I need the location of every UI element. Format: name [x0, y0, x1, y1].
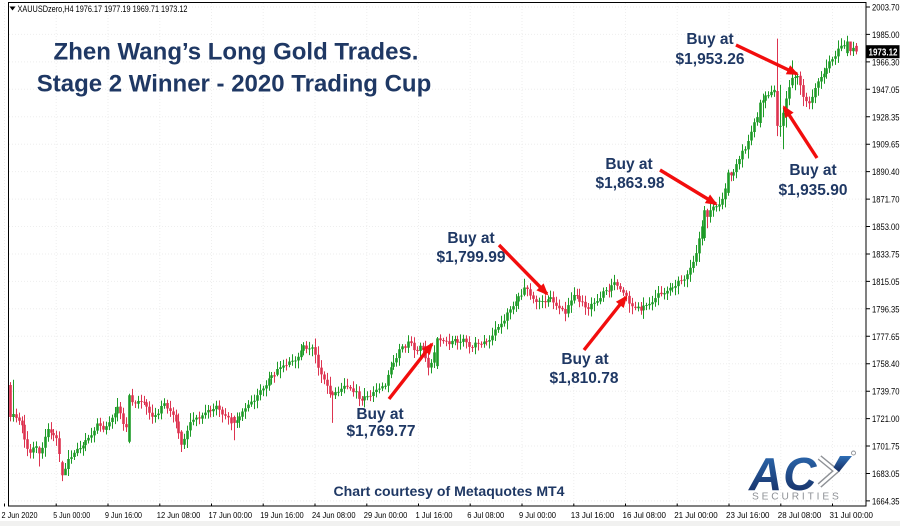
svg-text:$1,769.77: $1,769.77 — [347, 423, 416, 440]
svg-text:1973.12: 1973.12 — [869, 46, 898, 58]
svg-text:24 Jun 08:00: 24 Jun 08:00 — [312, 510, 356, 520]
svg-text:1928.35: 1928.35 — [872, 112, 900, 123]
svg-text:13 Jul 16:00: 13 Jul 16:00 — [571, 510, 615, 520]
svg-text:1871.70: 1871.70 — [872, 195, 900, 206]
svg-text:1796.35: 1796.35 — [872, 304, 900, 315]
svg-text:$1,863.98: $1,863.98 — [596, 175, 665, 192]
svg-text:1 Jul 16:00: 1 Jul 16:00 — [416, 510, 453, 520]
svg-text:$1,810.78: $1,810.78 — [550, 370, 619, 387]
svg-text:1664.35: 1664.35 — [872, 496, 900, 507]
svg-text:$1,953.26: $1,953.26 — [676, 51, 745, 68]
svg-text:16 Jul 08:00: 16 Jul 08:00 — [623, 510, 667, 520]
svg-text:Buy at: Buy at — [605, 156, 652, 173]
svg-text:Buy at: Buy at — [356, 406, 403, 423]
svg-text:28 Jul 08:00: 28 Jul 08:00 — [778, 510, 822, 520]
svg-text:12 Jun 08:00: 12 Jun 08:00 — [157, 510, 201, 520]
svg-text:1701.75: 1701.75 — [872, 442, 900, 453]
svg-text:Zhen Wang’s Long Gold Trades.: Zhen Wang’s Long Gold Trades. — [54, 39, 419, 66]
svg-text:$1,799.99: $1,799.99 — [437, 249, 506, 266]
svg-text:1739.70: 1739.70 — [872, 387, 900, 398]
svg-text:9 Jul 00:00: 9 Jul 00:00 — [519, 510, 556, 520]
svg-text:2003.70: 2003.70 — [872, 3, 900, 14]
svg-text:1985.00: 1985.00 — [872, 30, 900, 41]
svg-text:31 Jul 00:00: 31 Jul 00:00 — [830, 510, 874, 520]
svg-text:Chart courtesy of Metaquotes M: Chart courtesy of Metaquotes MT4 — [334, 484, 566, 499]
svg-text:Buy at: Buy at — [447, 230, 494, 247]
svg-text:1833.75: 1833.75 — [872, 250, 900, 261]
svg-text:19 Jun 16:00: 19 Jun 16:00 — [260, 510, 304, 520]
svg-text:5 Jun 00:00: 5 Jun 00:00 — [53, 510, 90, 520]
svg-text:AC: AC — [748, 448, 817, 500]
svg-text:1909.65: 1909.65 — [872, 140, 900, 151]
svg-text:1966.30: 1966.30 — [872, 57, 900, 68]
svg-text:Buy at: Buy at — [561, 351, 608, 368]
svg-text:6 Jul 08:00: 6 Jul 08:00 — [467, 510, 504, 520]
svg-text:1721.00: 1721.00 — [872, 414, 900, 425]
svg-text:XAUUSDzero,H4 1976.17 1977.19: XAUUSDzero,H4 1976.17 1977.19 1969.71 19… — [18, 4, 188, 14]
svg-text:2 Jun 2020: 2 Jun 2020 — [2, 510, 38, 520]
svg-text:1890.40: 1890.40 — [872, 167, 900, 178]
svg-text:29 Jun 00:00: 29 Jun 00:00 — [364, 510, 408, 520]
svg-text:21 Jul 00:00: 21 Jul 00:00 — [674, 510, 718, 520]
svg-text:Buy at: Buy at — [789, 162, 836, 179]
svg-text:23 Jul 16:00: 23 Jul 16:00 — [726, 510, 770, 520]
svg-text:SECURITIES: SECURITIES — [752, 492, 842, 503]
svg-text:1683.05: 1683.05 — [872, 469, 900, 480]
svg-text:1853.00: 1853.00 — [872, 222, 900, 233]
svg-text:$1,935.90: $1,935.90 — [779, 182, 848, 199]
svg-text:1758.40: 1758.40 — [872, 359, 900, 370]
svg-text:17 Jun 00:00: 17 Jun 00:00 — [209, 510, 253, 520]
svg-text:Buy at: Buy at — [686, 31, 733, 48]
svg-text:1947.05: 1947.05 — [872, 85, 900, 96]
svg-text:Stage 2 Winner - 2020 Trading: Stage 2 Winner - 2020 Trading Cup — [37, 71, 432, 98]
svg-text:1777.65: 1777.65 — [872, 332, 900, 343]
svg-text:9 Jun 16:00: 9 Jun 16:00 — [105, 510, 142, 520]
svg-text:1815.05: 1815.05 — [872, 277, 900, 288]
